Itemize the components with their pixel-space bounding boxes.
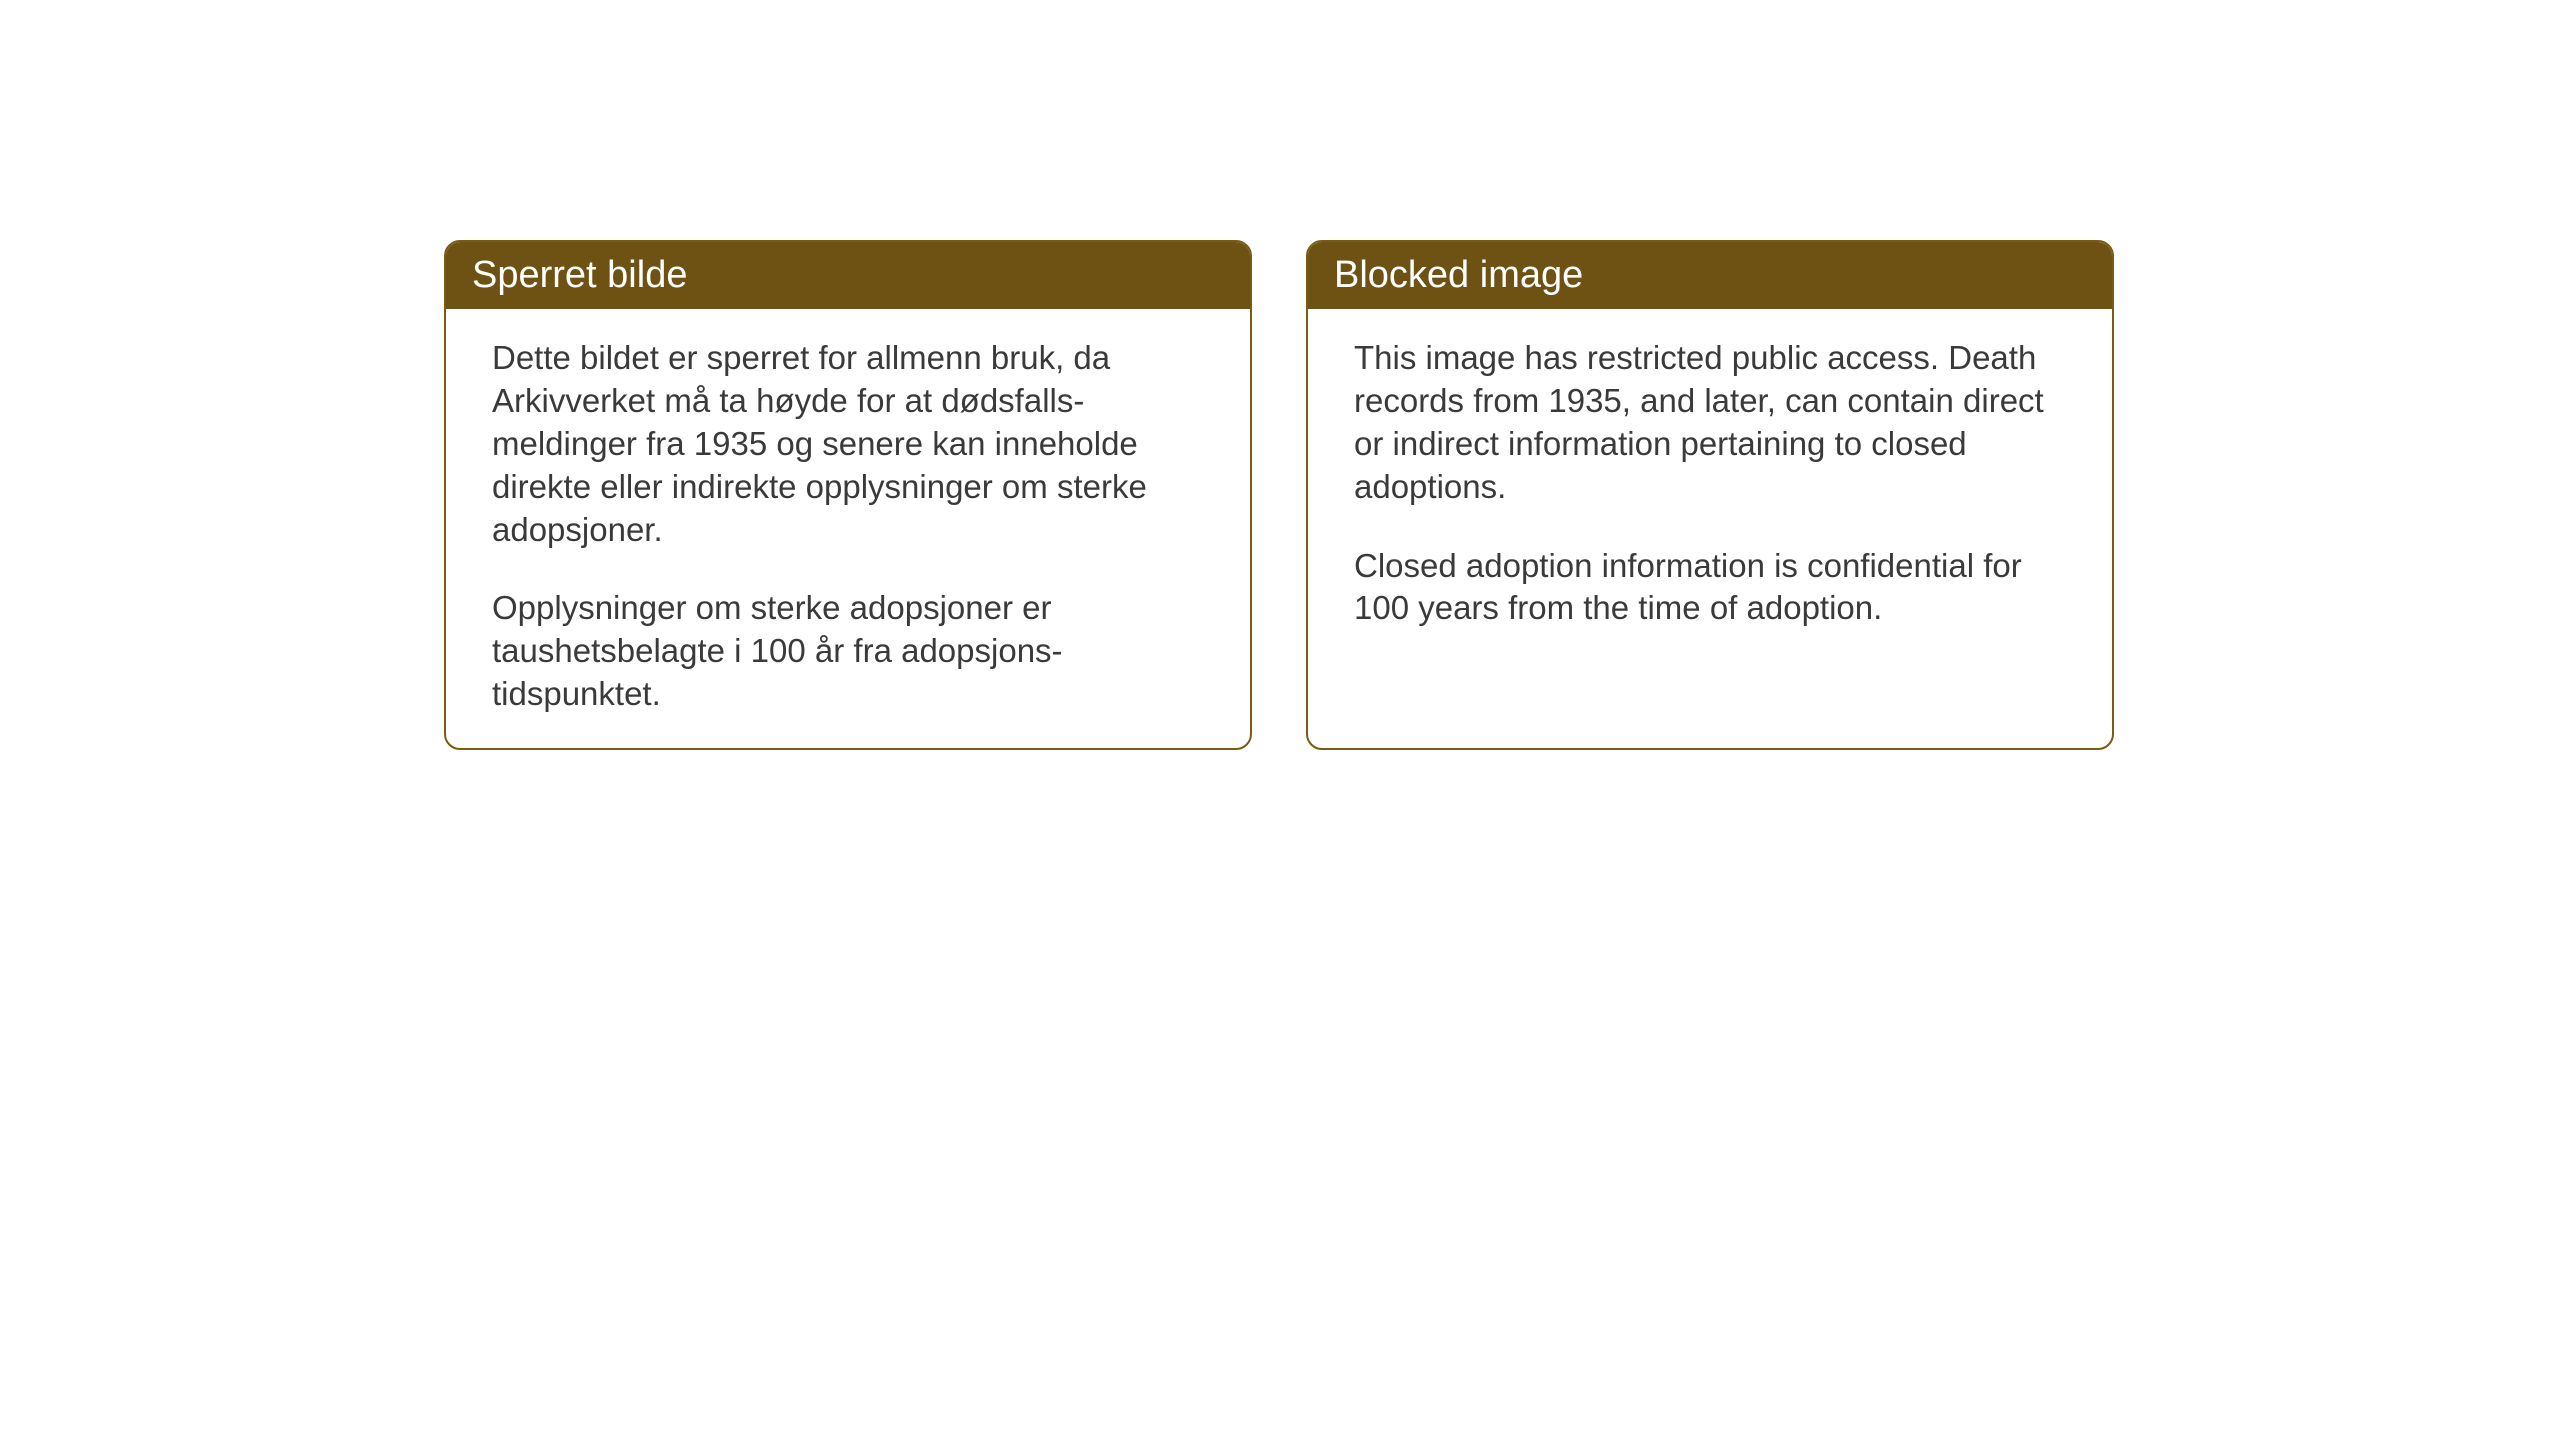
card-norwegian-paragraph-1: Dette bildet er sperret for allmenn bruk… [492, 337, 1204, 551]
card-norwegian-body: Dette bildet er sperret for allmenn bruk… [446, 309, 1250, 750]
card-norwegian: Sperret bilde Dette bildet er sperret fo… [444, 240, 1252, 750]
card-english-paragraph-1: This image has restricted public access.… [1354, 337, 2066, 509]
cards-container: Sperret bilde Dette bildet er sperret fo… [444, 240, 2114, 750]
card-norwegian-paragraph-2: Opplysninger om sterke adopsjoner er tau… [492, 587, 1204, 716]
card-english-title: Blocked image [1308, 242, 2112, 309]
card-english: Blocked image This image has restricted … [1306, 240, 2114, 750]
card-norwegian-title: Sperret bilde [446, 242, 1250, 309]
card-english-paragraph-2: Closed adoption information is confident… [1354, 545, 2066, 631]
card-english-body: This image has restricted public access.… [1308, 309, 2112, 670]
